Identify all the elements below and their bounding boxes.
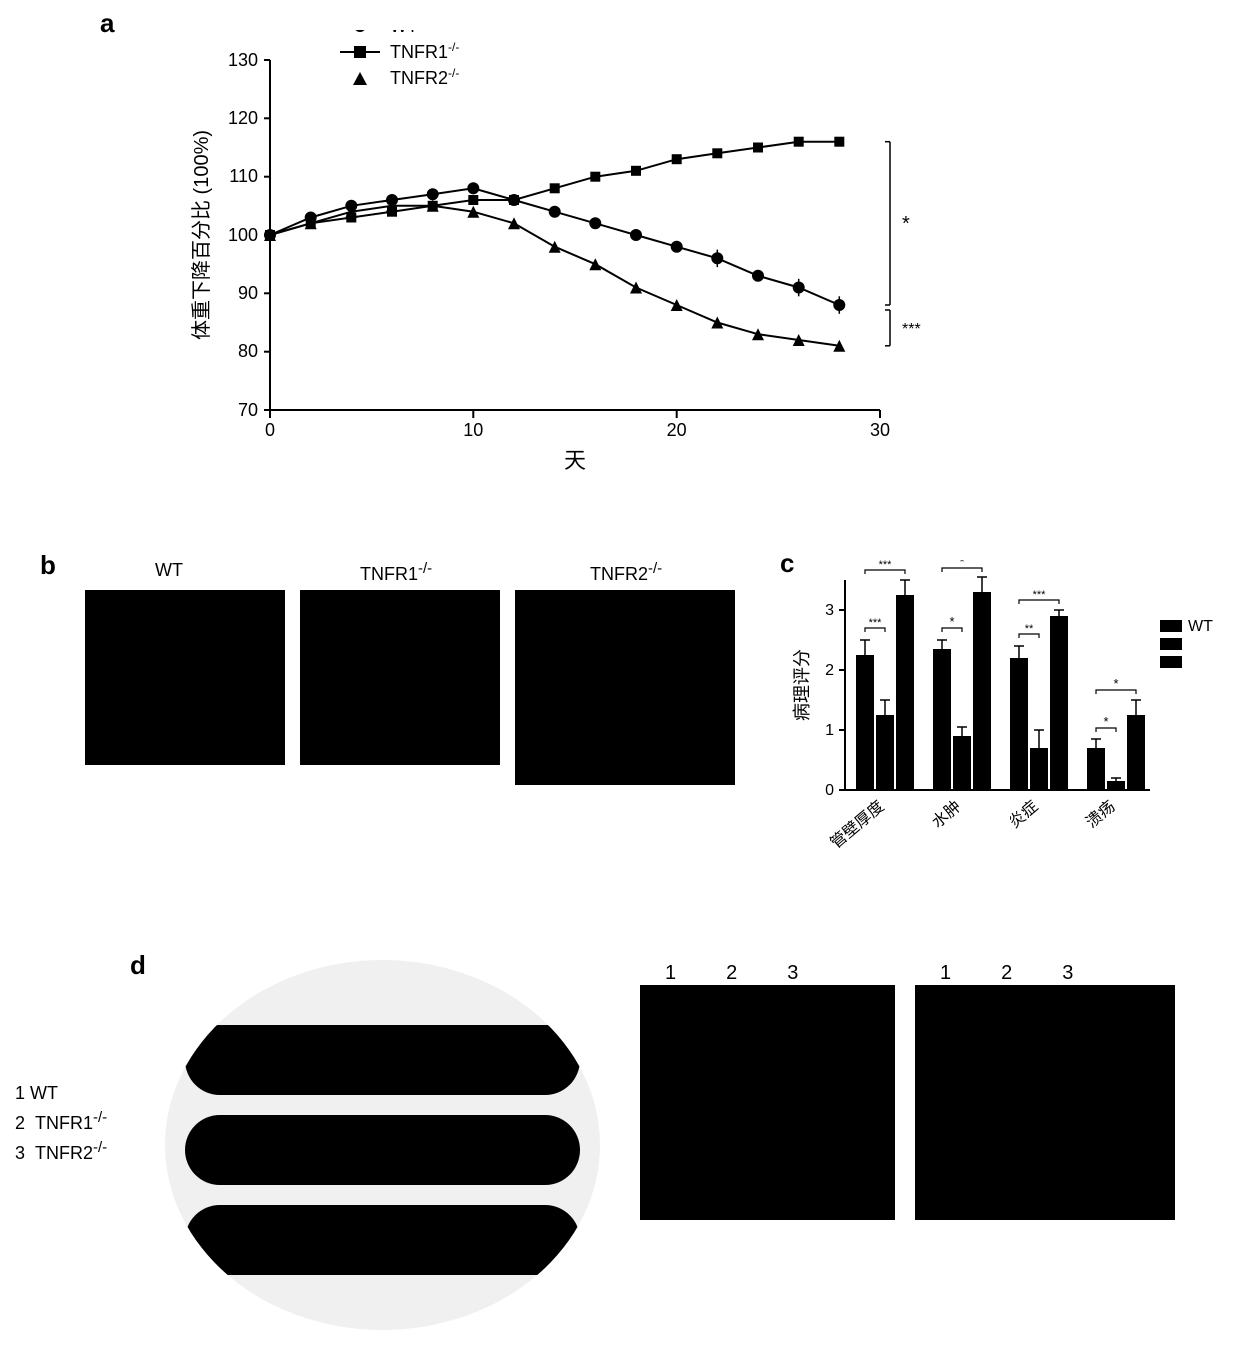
svg-text:2: 2: [825, 662, 834, 679]
right-annotations: * ***: [885, 142, 921, 346]
svg-text:120: 120: [228, 108, 258, 128]
x-axis-title: 天: [564, 448, 586, 473]
overlay-labels-1: 123: [665, 962, 848, 985]
svg-text:管壁厚度: 管壁厚度: [826, 797, 887, 853]
svg-text:溃疡: 溃疡: [1082, 797, 1118, 831]
svg-text:***: ***: [869, 617, 883, 629]
svg-text:130: 130: [228, 50, 258, 70]
svg-text:0: 0: [265, 420, 275, 440]
svg-text:30: 30: [870, 420, 890, 440]
panel-a-label: a: [100, 8, 114, 39]
overlay-labels-2: 123: [940, 962, 1123, 985]
bars-group-3: ** ***: [1010, 589, 1068, 790]
bars-group-4: * *: [1087, 676, 1145, 790]
bars-group-1: *** ***: [856, 560, 914, 790]
svg-text:TNFR2-/-: TNFR2-/-: [390, 66, 459, 88]
chart-axes: 70 80 90 100 110 120 130 0 10 20 30 体重下降…: [190, 50, 890, 473]
svg-text:炎症: 炎症: [1005, 797, 1041, 831]
panel-b-caption-wt: WT: [155, 560, 183, 581]
svg-text:水肿: 水肿: [928, 797, 964, 831]
svg-text:*: *: [902, 213, 910, 235]
svg-text:*: *: [949, 614, 954, 629]
legend-item-tnfr1: TNFR1-/-: [340, 40, 459, 62]
svg-text:***: ***: [1033, 589, 1047, 601]
panel-c-bar-chart: 0 1 2 3 病理评分 *** ***: [790, 560, 1220, 870]
svg-text:110: 110: [229, 166, 258, 186]
svg-text:100: 100: [228, 225, 258, 245]
svg-text:***: ***: [902, 321, 921, 338]
chart-legend: WT TNFR1-/- TNFR2-/-: [340, 30, 459, 88]
spleen-image-1: [640, 985, 895, 1220]
svg-text:90: 90: [238, 283, 258, 303]
svg-text:70: 70: [238, 400, 258, 420]
svg-text:0: 0: [825, 782, 834, 799]
panel-c-y-title: 病理评分: [792, 649, 812, 721]
svg-text:20: 20: [667, 420, 687, 440]
histology-image-tnfr1: [300, 590, 500, 765]
panel-b-caption-tnfr1: TNFR1-/-: [360, 560, 432, 585]
svg-text:3: 3: [825, 602, 834, 619]
svg-text:WT: WT: [1188, 618, 1213, 635]
spleen-image-2: [915, 985, 1175, 1220]
svg-text:80: 80: [238, 341, 258, 361]
y-ticks: 70 80 90 100 110 120 130: [228, 50, 270, 420]
svg-text:1: 1: [825, 722, 834, 739]
svg-text:*: *: [1103, 714, 1108, 729]
y-axis-title: 体重下降百分比 (100%): [190, 130, 213, 340]
series-tnfr1: [265, 137, 844, 240]
svg-text:TNFR1-/-: TNFR1-/-: [390, 40, 459, 62]
svg-text:*: *: [959, 560, 964, 569]
svg-text:*: *: [1113, 676, 1118, 691]
svg-text:10: 10: [463, 420, 483, 440]
panel-c-legend: WT: [1160, 618, 1213, 668]
panel-d-side-labels: 1 WT 2 TNFR1-/- 3 TNFR2-/-: [15, 1080, 107, 1167]
svg-text:WT: WT: [390, 30, 418, 36]
bars-group-2: * *: [933, 560, 991, 790]
panel-b-caption-tnfr2: TNFR2-/-: [590, 560, 662, 585]
gross-dish-image: [165, 960, 600, 1330]
panel-d-label: d: [130, 950, 146, 981]
histology-image-wt: [85, 590, 285, 765]
legend-item-tnfr2: TNFR2-/-: [353, 66, 459, 88]
panel-b-label: b: [40, 550, 56, 581]
legend-item-wt: WT: [340, 30, 418, 36]
svg-text:***: ***: [879, 560, 893, 571]
svg-text:**: **: [1025, 623, 1034, 635]
figure-page: a 70 80 90 100 110 120 130 0 10 20: [0, 0, 1240, 1355]
histology-image-tnfr2: [515, 590, 735, 785]
x-ticks: 0 10 20 30: [265, 410, 890, 440]
panel-a-line-chart: 70 80 90 100 110 120 130 0 10 20 30 体重下降…: [180, 30, 960, 480]
